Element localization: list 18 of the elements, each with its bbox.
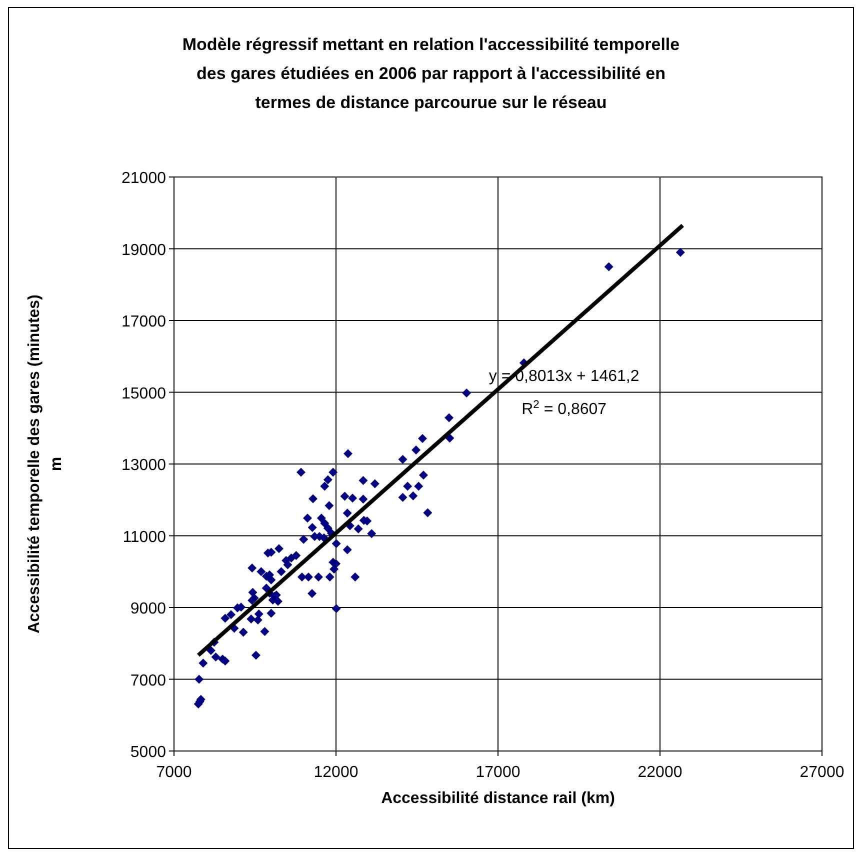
x-tick-label: 7000: [156, 764, 192, 781]
y-tick-label: 15000: [122, 385, 166, 402]
chart-title: Modèle régressif mettant en relation l'accessibilité temporelle des gares étudiées en 2006 par rapport à l'accessibilité en termes de distance parcourue sur le réseau: [182, 35, 680, 112]
annotation: R$^{2}$ = 0,8607: [522, 399, 607, 418]
y-tick-label: 7000: [130, 672, 166, 690]
x-tick-label: 12000: [314, 764, 358, 781]
x-tick-label: 22000: [638, 764, 682, 781]
x-axis-title: Accessibilité distance rail (km): [381, 790, 615, 807]
y-tick-label: 13000: [122, 457, 166, 474]
y-axis-title: Accessibilité temporelle des gares (minutes) m: [26, 294, 65, 634]
y-tick-label: 17000: [122, 314, 166, 330]
x-tick-label: 27000: [800, 764, 844, 781]
x-tick-label: 17000: [476, 764, 520, 781]
y-tick-label: 19000: [122, 242, 166, 259]
y-tick-label: 11000: [122, 528, 166, 546]
y-tick-label: 5000: [130, 744, 166, 761]
y-tick-label: 9000: [130, 600, 166, 618]
y-tick-label: 21000: [122, 170, 166, 187]
